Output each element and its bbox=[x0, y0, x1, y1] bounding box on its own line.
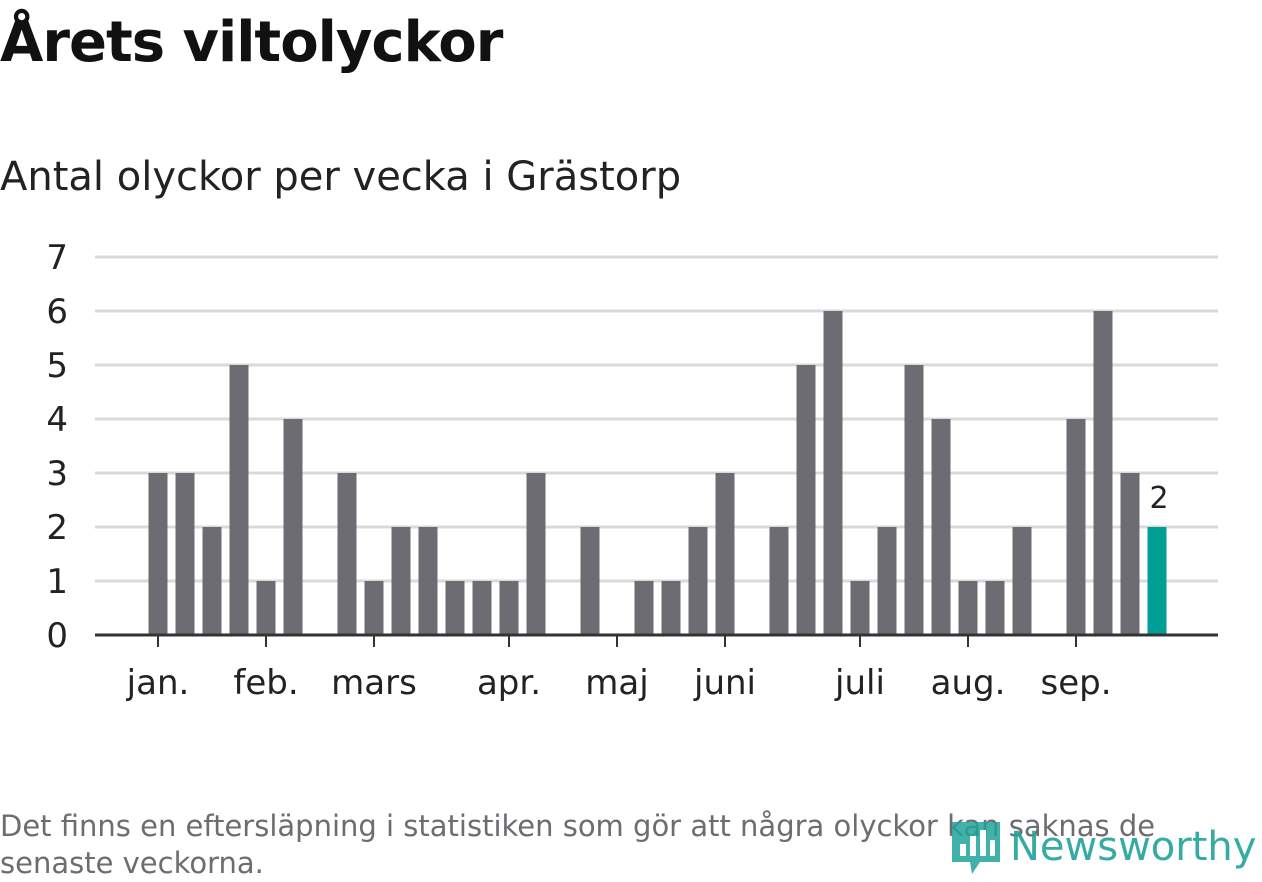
y-tick-label: 3 bbox=[46, 454, 68, 494]
bar bbox=[391, 527, 411, 635]
bar bbox=[823, 311, 843, 635]
bar bbox=[337, 473, 357, 635]
newsworthy-logo: Newsworthy bbox=[950, 818, 1256, 876]
y-tick-label: 7 bbox=[46, 238, 68, 278]
bar bbox=[769, 527, 789, 635]
bar bbox=[148, 473, 168, 635]
bar bbox=[796, 365, 816, 635]
bar bbox=[1066, 419, 1086, 635]
bar bbox=[229, 365, 249, 635]
bar bbox=[256, 581, 276, 635]
bar bbox=[175, 473, 195, 635]
x-tick-label: mars bbox=[331, 663, 417, 703]
x-tick-label: juli bbox=[834, 663, 885, 703]
x-tick-label: juni bbox=[693, 663, 756, 703]
bar bbox=[985, 581, 1005, 635]
x-tick-label: sep. bbox=[1040, 663, 1111, 703]
bar bbox=[364, 581, 384, 635]
bar bbox=[1147, 527, 1167, 635]
bar bbox=[1120, 473, 1140, 635]
x-tick-label: feb. bbox=[233, 663, 298, 703]
bar bbox=[877, 527, 897, 635]
gridlines bbox=[95, 255, 1218, 583]
bar bbox=[958, 581, 978, 635]
y-tick-label: 1 bbox=[46, 562, 68, 602]
x-tick-label: maj bbox=[585, 663, 648, 703]
data-label: 2 bbox=[1149, 481, 1168, 516]
bar bbox=[634, 581, 654, 635]
bar bbox=[526, 473, 546, 635]
x-axis: jan. feb. mars apr. maj juni juli aug. sep. bbox=[95, 633, 1218, 703]
bars bbox=[148, 311, 1167, 635]
bar bbox=[445, 581, 465, 635]
bar bbox=[1093, 311, 1113, 635]
y-tick-label: 5 bbox=[46, 346, 68, 386]
bar bbox=[715, 473, 735, 635]
bar bbox=[931, 419, 951, 635]
x-tick-label: jan. bbox=[126, 663, 190, 703]
x-tick-label: apr. bbox=[477, 663, 541, 703]
bar bbox=[1012, 527, 1032, 635]
bar bbox=[688, 527, 708, 635]
bar bbox=[850, 581, 870, 635]
chart-subtitle: Antal olyckor per vecka i Grästorp bbox=[0, 154, 682, 200]
chart-title: Årets viltolyckor bbox=[0, 10, 503, 75]
bar bbox=[580, 527, 600, 635]
bar-chart: 0 1 2 3 4 5 6 7 jan. feb. mars apr. maj juni juli aug.… bbox=[46, 238, 1218, 703]
bar bbox=[418, 527, 438, 635]
y-tick-label: 6 bbox=[46, 292, 68, 332]
y-axis-ticks: 0 1 2 3 4 5 6 7 bbox=[46, 238, 68, 656]
bar bbox=[283, 419, 303, 635]
bar bbox=[472, 581, 492, 635]
bar bbox=[202, 527, 222, 635]
y-tick-label: 0 bbox=[46, 616, 68, 656]
newsworthy-logo-text: Newsworthy bbox=[1010, 824, 1257, 870]
y-tick-label: 4 bbox=[46, 400, 68, 440]
x-tick-label: aug. bbox=[931, 663, 1006, 703]
bar bbox=[499, 581, 519, 635]
bar bbox=[904, 365, 924, 635]
data-labels: 2 bbox=[1149, 481, 1168, 516]
y-tick-label: 2 bbox=[46, 508, 68, 548]
newsworthy-logo-icon bbox=[952, 822, 1000, 874]
bar bbox=[661, 581, 681, 635]
